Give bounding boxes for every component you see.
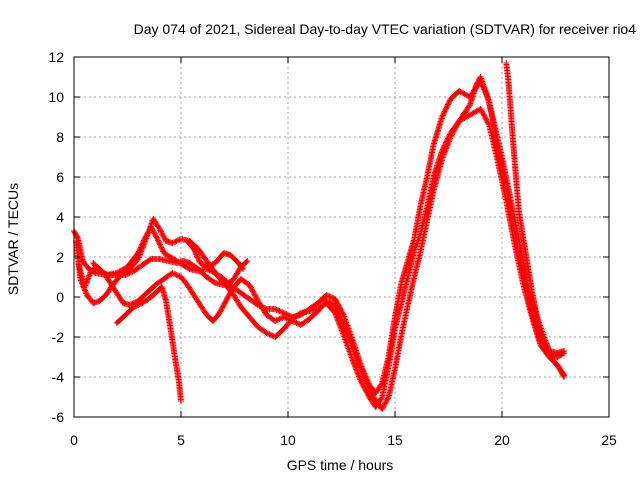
chart-title: Day 074 of 2021, Sidereal Day-to-day VTE… <box>134 21 637 37</box>
series-track-6 <box>184 238 247 272</box>
y-tick-label: 0 <box>56 289 64 305</box>
x-tick-label: 20 <box>494 432 510 448</box>
plot-frame <box>73 56 610 418</box>
tick-layer: 0 5 10 15 20 25 -6 -4 -2 0 2 4 6 8 10 12 <box>48 49 617 448</box>
y-tick-label: 10 <box>48 89 64 105</box>
series-track-3 <box>75 74 568 412</box>
x-tick-label: 10 <box>280 432 296 448</box>
x-tick-label: 0 <box>70 432 78 448</box>
y-axis-label: SDTVAR / TECUs <box>5 183 21 295</box>
series-markers <box>90 256 251 288</box>
y-tick-label: -4 <box>52 369 65 385</box>
grid <box>74 57 609 417</box>
y-tick-label: 12 <box>48 49 64 65</box>
x-tick-label: 25 <box>601 432 617 448</box>
y-tick-label: 8 <box>56 129 64 145</box>
series-layer <box>71 60 568 412</box>
y-tick-label: -2 <box>52 329 65 345</box>
series-track-4 <box>113 284 184 404</box>
y-tick-label: 6 <box>56 169 64 185</box>
series-track-2 <box>73 106 568 410</box>
y-tick-label: 2 <box>56 249 64 265</box>
series-markers <box>73 106 568 410</box>
x-tick-label: 5 <box>177 432 185 448</box>
series-markers <box>75 74 568 412</box>
x-tick-label: 15 <box>387 432 403 448</box>
series-markers <box>503 60 568 360</box>
series-markers <box>113 284 184 404</box>
y-tick-label: -6 <box>52 409 65 425</box>
series-track-7 <box>503 60 568 360</box>
series-track-5 <box>90 256 251 288</box>
x-axis-label: GPS time / hours <box>287 457 394 473</box>
y-tick-label: 4 <box>56 209 64 225</box>
series-markers <box>184 238 247 272</box>
